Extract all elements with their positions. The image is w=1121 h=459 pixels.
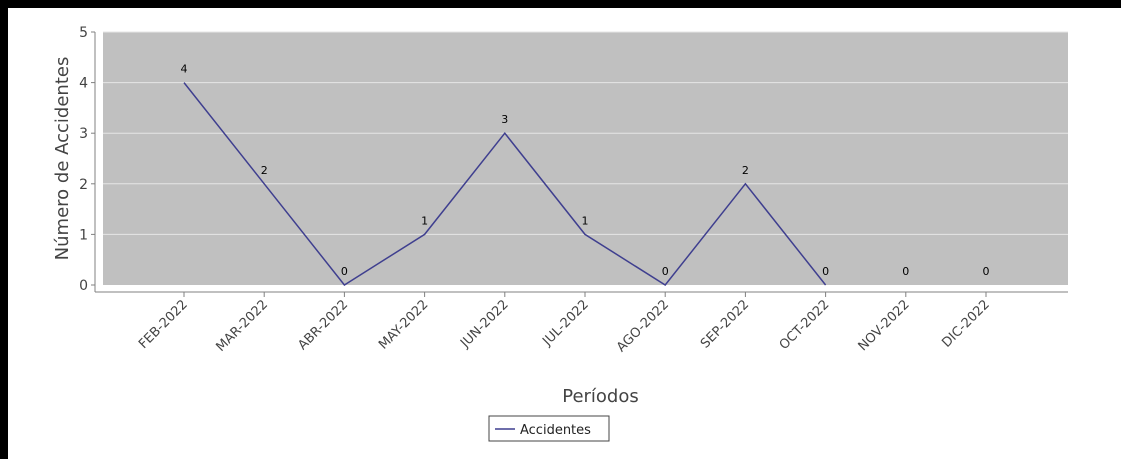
legend-label-accidentes: Accidentes: [520, 423, 591, 438]
x-tick-label: ABR-2022: [295, 297, 351, 353]
plot-area: [103, 32, 1068, 285]
data-label: 3: [501, 113, 508, 126]
data-label: 1: [421, 214, 428, 227]
data-label: 0: [341, 265, 348, 278]
data-label: 0: [983, 265, 990, 278]
series-lines: [183, 82, 827, 286]
x-tick-label: OCT-2022: [777, 297, 833, 353]
data-label: 1: [582, 214, 589, 227]
x-tick-label: AGO-2022: [614, 297, 672, 355]
legend: Accidentes: [488, 415, 610, 442]
data-label: 4: [181, 63, 188, 76]
x-tick-label: MAY-2022: [376, 297, 431, 352]
data-label: 2: [742, 164, 749, 177]
data-label: 0: [822, 265, 829, 278]
x-tick-label: DIC-2022: [939, 297, 993, 351]
data-labels: 4 2 0 1 3 1 0 2 0 0 0: [181, 63, 990, 278]
x-tick-labels: FEB-2022 MAR-2022 ABR-2022 MAY-2022 JUN-2022…: [136, 292, 993, 355]
y-tick-label: 4: [79, 76, 88, 92]
data-label: 0: [662, 265, 669, 278]
y-tick-label: 1: [79, 227, 88, 243]
x-tick-label: NOV-2022: [856, 297, 913, 354]
y-tick-label: 2: [79, 177, 88, 193]
x-tick-label: JUL-2022: [539, 297, 591, 349]
data-label: 2: [261, 164, 268, 177]
y-tick-label: 5: [79, 25, 88, 41]
x-tick-label: SEP-2022: [698, 297, 752, 351]
series-line-accidentes: [183, 82, 827, 286]
data-label: 0: [902, 265, 909, 278]
x-axis-title: Períodos: [562, 386, 639, 407]
y-axis-title: Número de Accidentes: [52, 57, 73, 261]
y-tick-labels: 0 1 2 3 4 5: [79, 25, 95, 294]
x-tick-label: MAR-2022: [213, 297, 271, 355]
x-tick-label: FEB-2022: [136, 297, 191, 352]
x-tick-label: JUN-2022: [457, 297, 511, 351]
y-tick-label: 3: [79, 126, 88, 142]
y-tick-label: 0: [79, 278, 88, 294]
